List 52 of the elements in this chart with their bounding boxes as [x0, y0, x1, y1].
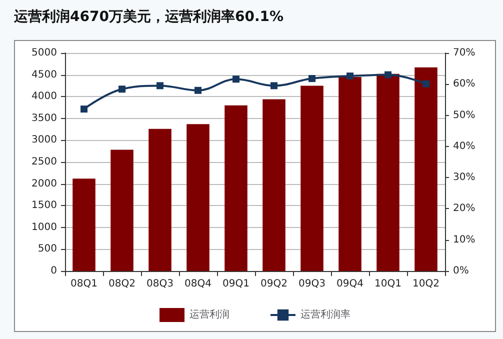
- legend-label: 运营利润率: [300, 308, 350, 320]
- bar: [376, 74, 400, 271]
- x-tick-label: 10Q1: [374, 278, 402, 290]
- x-tick-label: 08Q4: [184, 278, 212, 290]
- point: [156, 82, 164, 90]
- bar: [72, 178, 96, 271]
- y-tick-label: 2500: [32, 156, 57, 168]
- x-tick-label: 09Q4: [336, 278, 364, 290]
- bar: [338, 76, 362, 271]
- point: [308, 75, 316, 82]
- y2-tick-label: 70%: [453, 48, 476, 58]
- y2-tick-label: 30%: [453, 172, 476, 184]
- x-tick-label: 10Q2: [412, 278, 440, 290]
- x-tick-label: 08Q3: [146, 278, 174, 290]
- y-tick-label: 0: [50, 266, 57, 276]
- legend-label: 运营利润: [190, 308, 230, 320]
- y-tick-label: 3000: [32, 134, 57, 146]
- y-tick-label: 3500: [32, 112, 57, 124]
- x-tick-label: 09Q2: [260, 278, 288, 290]
- point: [80, 106, 88, 113]
- point: [384, 71, 392, 78]
- y-tick-label: 500: [38, 244, 57, 255]
- x-tick-label: 08Q2: [108, 278, 136, 290]
- y-tick-label: 1500: [32, 200, 57, 212]
- point: [194, 86, 202, 94]
- y-tick-label: 4000: [32, 91, 57, 102]
- bar: [300, 86, 324, 271]
- point: [118, 86, 126, 93]
- bar: [224, 105, 248, 271]
- y2-tick-label: 40%: [453, 140, 476, 152]
- y2-tick-label: 60%: [453, 78, 476, 90]
- bar: [148, 128, 172, 271]
- bar: [186, 124, 210, 271]
- chart-title: 运营利润4670万美元，运营利润率60.1%: [14, 8, 284, 26]
- y-tick-label: 1000: [32, 222, 57, 233]
- bar: [110, 150, 134, 271]
- y-tick-label: 4500: [32, 69, 57, 80]
- point: [346, 72, 354, 80]
- y-tick-label: 5000: [32, 48, 57, 58]
- y-tick-label: 2000: [32, 178, 57, 190]
- point: [422, 80, 430, 88]
- y2-tick-label: 50%: [453, 110, 476, 121]
- point: [232, 76, 240, 83]
- y2-tick-label: 10%: [453, 234, 476, 246]
- x-tick-label: 09Q1: [222, 278, 250, 290]
- x-tick-label: 08Q1: [70, 278, 98, 290]
- y2-tick-label: 20%: [453, 203, 476, 214]
- bar: [262, 99, 286, 271]
- point: [270, 82, 278, 90]
- bar: [414, 67, 438, 271]
- y2-tick-label: 0%: [453, 266, 469, 276]
- x-tick-label: 09Q3: [298, 278, 326, 290]
